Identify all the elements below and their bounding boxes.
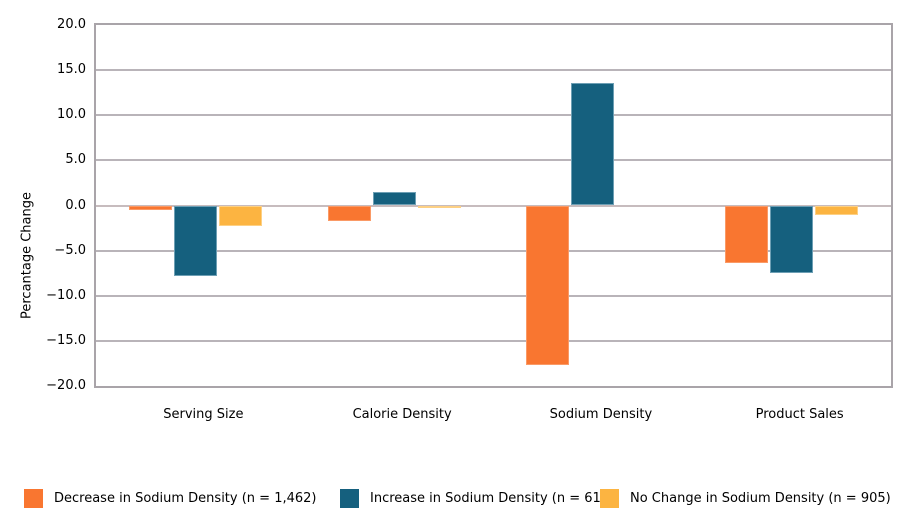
y-tick-label: −15.0 — [46, 332, 86, 348]
gridline — [96, 69, 891, 72]
legend-swatch-nochange — [600, 488, 619, 508]
gridline — [96, 294, 891, 297]
gridline — [96, 339, 891, 342]
legend-label-nochange: No Change in Sodium Density (n = 905) — [630, 490, 891, 506]
legend-item-decrease: Decrease in Sodium Density (n = 1,462) — [24, 488, 316, 508]
bar-no-calorie-density — [417, 205, 461, 209]
bar-increase-serving-size — [173, 205, 217, 276]
y-tick-label: 20.0 — [57, 17, 86, 32]
y-tick-label: 5.0 — [65, 152, 86, 168]
zero-gridline — [96, 204, 891, 207]
y-tick-label: 10.0 — [57, 107, 86, 123]
gridline — [96, 114, 891, 117]
x-category-label-calorie-density: Calorie Density — [352, 407, 452, 422]
legend-item-increase: Increase in Sodium Density (n = 612) — [340, 488, 614, 508]
bar-no-product-sales — [815, 205, 859, 216]
x-category-label-serving-size: Serving Size — [163, 407, 244, 422]
legend-item-nochange: No Change in Sodium Density (n = 905) — [600, 488, 891, 508]
y-tick-label: 15.0 — [57, 62, 86, 78]
bar-decrease-product-sales — [725, 205, 769, 264]
bar-increase-sodium-density — [571, 82, 615, 206]
bar-decrease-calorie-density — [327, 205, 371, 221]
y-tick-label: 0.0 — [65, 197, 86, 213]
y-tick-label: −5.0 — [54, 242, 86, 258]
bar-increase-product-sales — [770, 205, 814, 274]
y-tick-label: −10.0 — [46, 287, 86, 303]
legend-swatch-increase — [340, 488, 359, 508]
legend-swatch-decrease — [24, 488, 43, 508]
gridline — [96, 159, 891, 162]
legend-label-decrease: Decrease in Sodium Density (n = 1,462) — [54, 490, 317, 506]
plot-area — [94, 23, 893, 388]
bar-no-serving-size — [218, 205, 262, 227]
bar-decrease-sodium-density — [526, 205, 570, 366]
legend-label-increase: Increase in Sodium Density (n = 612) — [370, 490, 615, 506]
x-category-label-product-sales: Product Sales — [755, 407, 844, 422]
x-category-label-sodium-density: Sodium Density — [549, 407, 653, 422]
bar-decrease-serving-size — [128, 205, 172, 210]
gridline — [96, 249, 891, 252]
y-tick-label: −20.0 — [46, 378, 86, 393]
bar-increase-calorie-density — [372, 191, 416, 206]
